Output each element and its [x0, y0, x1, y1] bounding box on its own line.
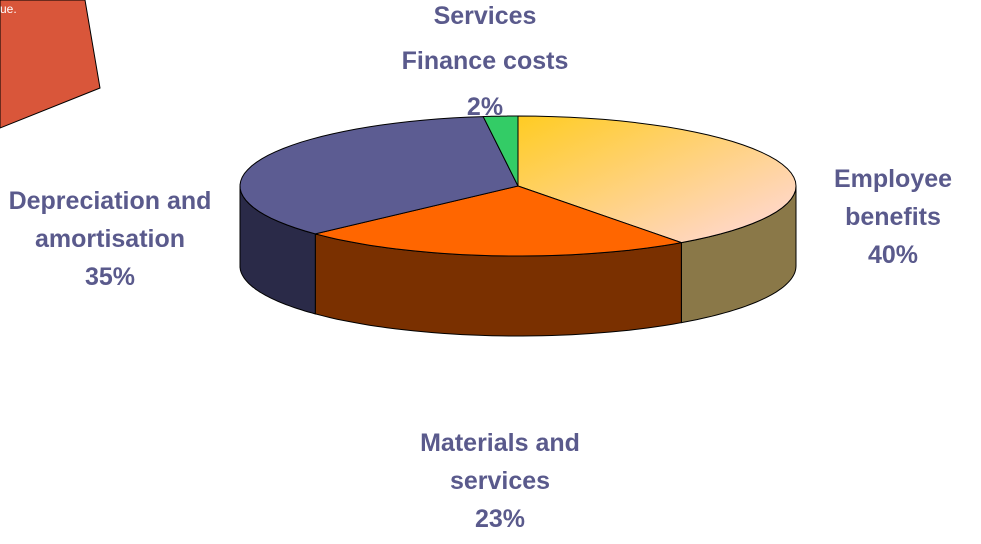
- title: Services: [433, 2, 537, 30]
- note-text: ue.: [0, 2, 17, 16]
- slice: [315, 185, 684, 257]
- slice: [482, 115, 519, 187]
- category-label: Materials and services: [420, 429, 580, 495]
- category-label: Finance costs: [401, 47, 569, 75]
- value-label: 40%: [867, 241, 919, 269]
- slice: [517, 115, 797, 244]
- slice-label: Employee benefits 40%: [813, 160, 973, 274]
- slice-label: Depreciation and amortisation 35%: [0, 182, 220, 296]
- pie: [239, 115, 797, 337]
- category-label: Depreciation and amortisation: [8, 187, 212, 253]
- slice-label: Finance costs 2%: [360, 42, 610, 126]
- value-label: 2%: [466, 93, 504, 121]
- slice: [239, 116, 519, 235]
- value-label: 23%: [474, 505, 526, 533]
- category-label: Employee benefits: [833, 165, 953, 231]
- slice-label: Materials and services 23%: [390, 424, 610, 538]
- note-shape: [0, 0, 101, 129]
- value-label: 35%: [84, 263, 136, 291]
